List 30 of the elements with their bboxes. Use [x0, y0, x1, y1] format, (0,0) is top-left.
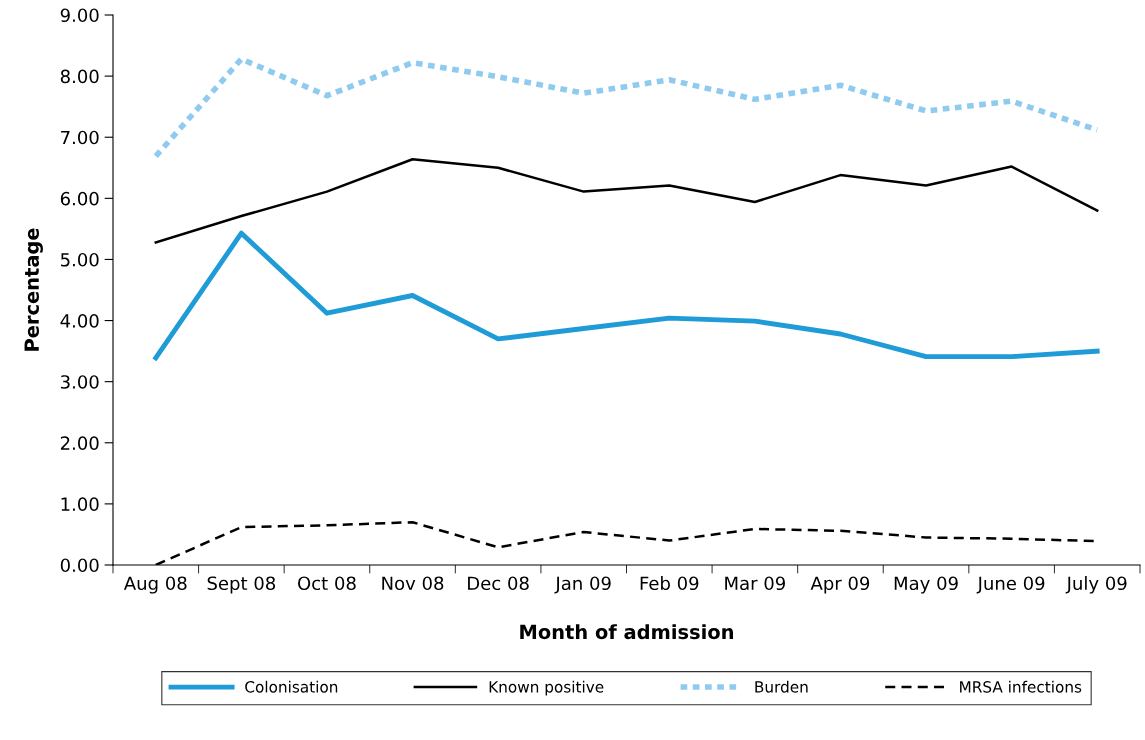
y-tick-label: 6.00 [60, 191, 99, 206]
legend-label: Burden [755, 680, 808, 693]
y-tick-label: 0.00 [60, 558, 99, 573]
y-tick-label: 8.00 [60, 69, 99, 84]
legend-label: Colonisation [245, 680, 338, 693]
x-tick-label: July 09 [1065, 576, 1127, 594]
x-tick-label: Feb 09 [640, 576, 699, 591]
y-tick-label: 9.00 [60, 8, 99, 23]
y-tick-label: 5.00 [61, 252, 99, 267]
y-tick-label: 4.00 [60, 314, 99, 328]
x-tick-label: Dec 08 [468, 576, 529, 591]
y-tick-label: 3.00 [60, 375, 99, 389]
y-tick-label: 2.00 [60, 436, 99, 450]
line-series [154, 157, 1099, 244]
x-tick-label: Sept 08 [207, 576, 276, 594]
y-tick-label: 1.00 [61, 497, 99, 512]
x-tick-label: Apr 09 [810, 576, 870, 594]
y-tick-label: 7.00 [61, 130, 99, 145]
x-tick-label: May 09 [894, 576, 958, 594]
line-series [153, 230, 1100, 361]
legend-label: MRSA infections [960, 680, 1082, 693]
x-tick-label: June 09 [976, 576, 1045, 594]
x-tick-label: Oct 08 [298, 576, 356, 591]
legend-label: Known positive [489, 680, 604, 696]
x-tick-label: Mar 09 [725, 576, 785, 591]
x-tick-label: Jan 09 [554, 576, 611, 594]
x-axis-title: Month of admission [520, 624, 733, 640]
x-tick-label: Aug 08 [123, 576, 187, 594]
x-tick-label: Nov 08 [382, 576, 444, 591]
y-axis-title: Percentage [24, 228, 43, 351]
